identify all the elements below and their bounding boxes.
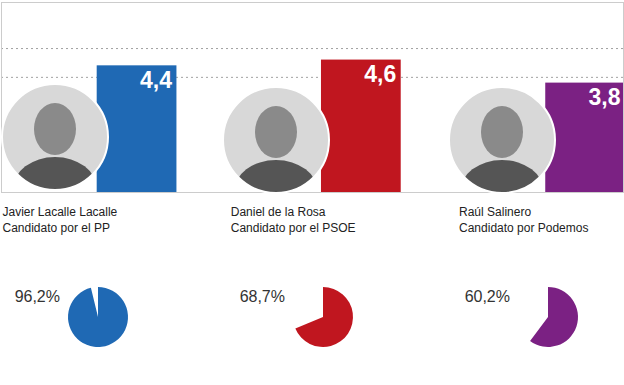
svg-text:60,2%: 60,2% (465, 288, 510, 305)
svg-text:Raúl Salinero: Raúl Salinero (459, 205, 531, 219)
svg-text:Candidato por el PSOE: Candidato por el PSOE (231, 221, 356, 235)
svg-text:Daniel de la Rosa: Daniel de la Rosa (231, 205, 326, 219)
svg-text:68,7%: 68,7% (240, 288, 285, 305)
svg-text:4,4: 4,4 (140, 67, 172, 93)
svg-text:Candidato por Podemos: Candidato por Podemos (459, 221, 588, 235)
svg-text:Javier Lacalle Lacalle: Javier Lacalle Lacalle (2, 205, 117, 219)
svg-text:3,8: 3,8 (589, 84, 621, 110)
svg-text:Candidato por el PP: Candidato por el PP (2, 221, 109, 235)
svg-text:96,2%: 96,2% (15, 288, 60, 305)
svg-text:4,6: 4,6 (364, 61, 396, 87)
